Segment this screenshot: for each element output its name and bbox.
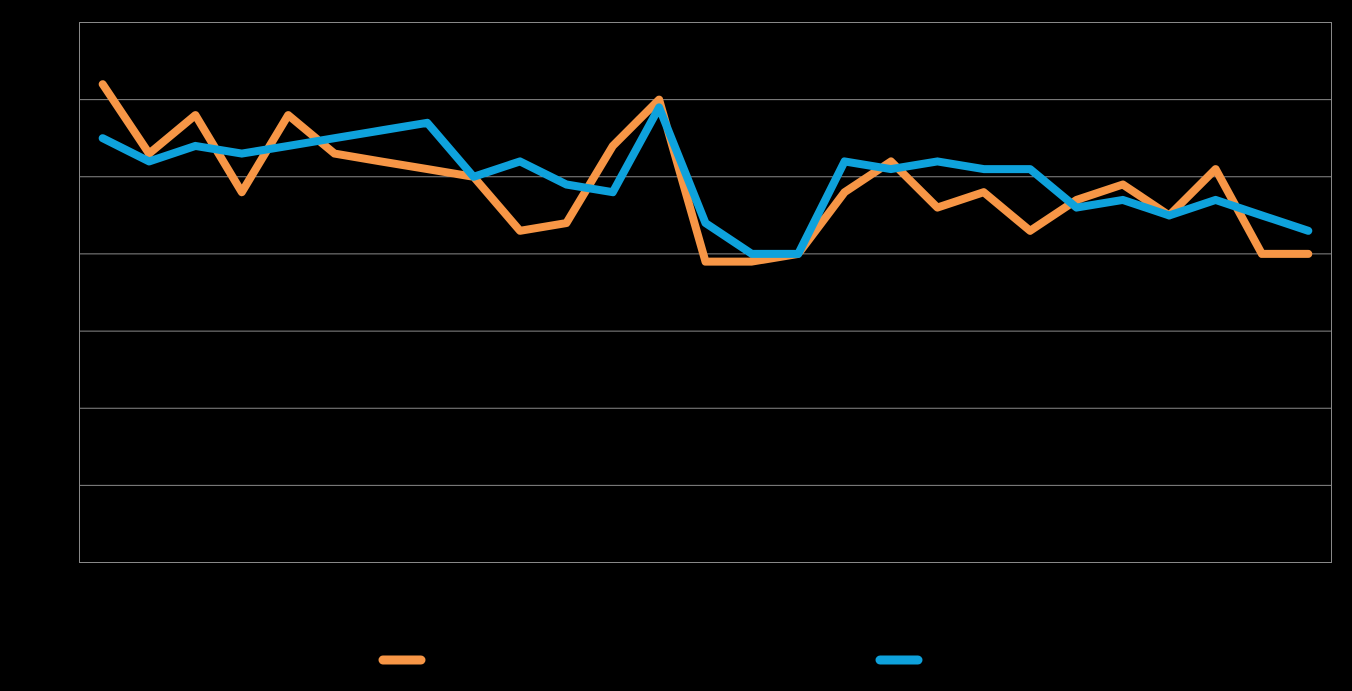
series-line <box>98 103 1313 258</box>
plot-frame <box>79 22 1332 563</box>
series-line <box>98 80 1313 266</box>
